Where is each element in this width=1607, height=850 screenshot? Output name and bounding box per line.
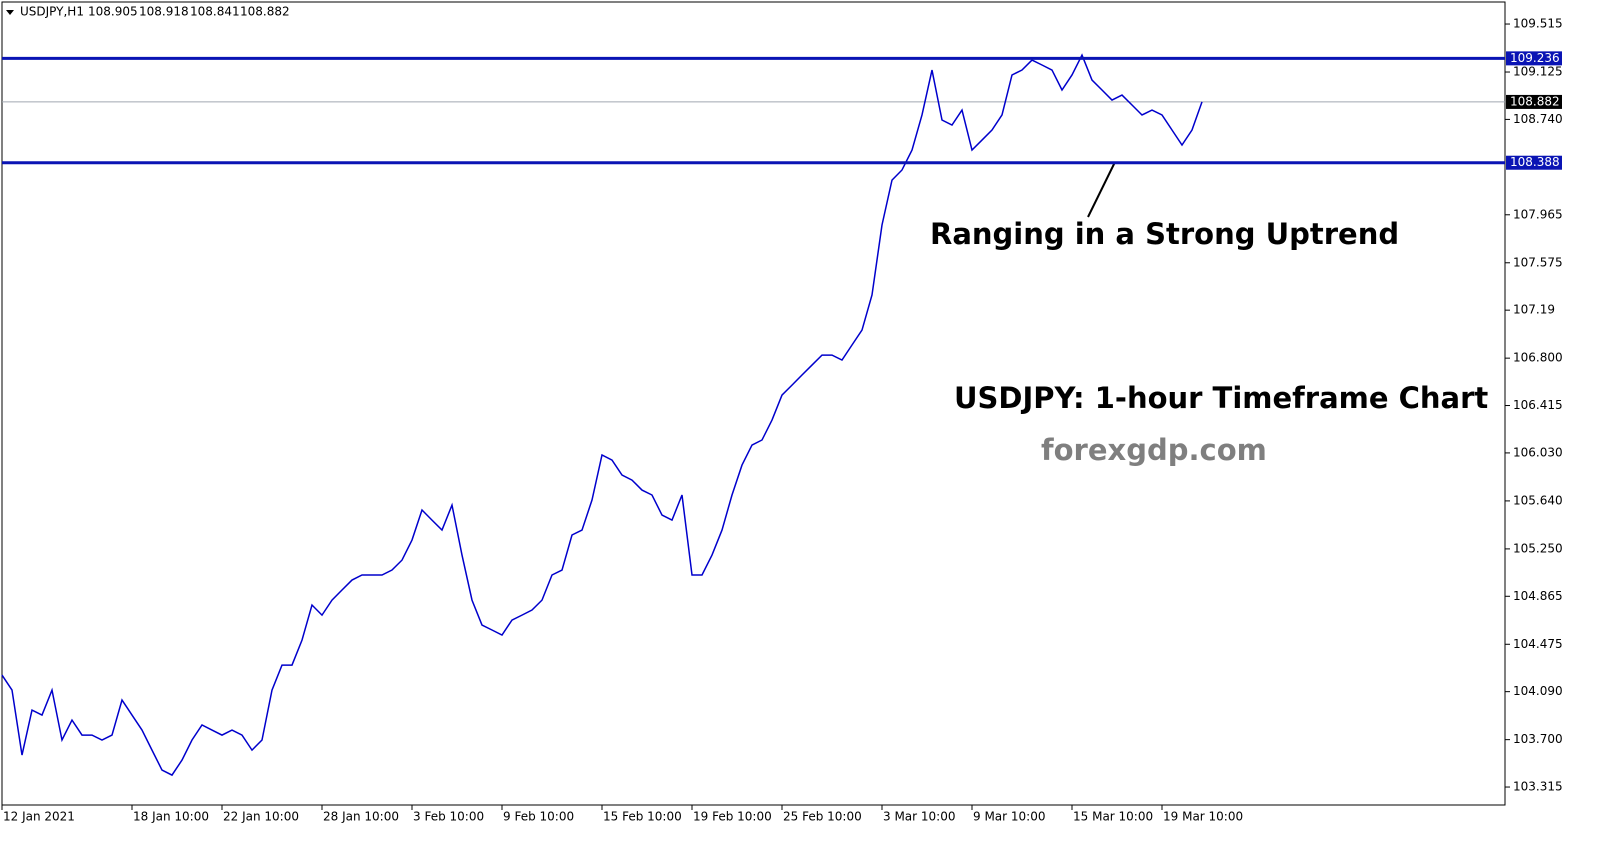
ohlc-close: 108.882 [240,5,290,19]
price-line [1,53,1203,777]
y-tick-label: 103.315 [1513,780,1563,794]
x-tick-label: 18 Jan 10:00 [133,810,209,824]
menu-arrow [6,10,14,15]
y-tick-label: 105.640 [1513,493,1563,507]
y-tick-label: 106.415 [1513,398,1563,412]
x-tick-label: 19 Feb 10:00 [693,810,772,824]
level-label: 108.388 [1510,155,1560,169]
x-tick-label: 3 Mar 10:00 [883,810,956,824]
x-tick-label: 9 Feb 10:00 [503,810,574,824]
y-tick-label: 105.250 [1513,541,1563,555]
x-tick-label: 25 Feb 10:00 [783,810,862,824]
y-tick-label: 103.700 [1513,732,1563,746]
current-price-label: 108.882 [1510,94,1560,108]
y-tick-label: 107.965 [1513,207,1563,221]
x-tick-label: 28 Jan 10:00 [323,810,399,824]
level-box [1506,155,1562,170]
y-tick-label: 104.475 [1513,637,1563,651]
x-tick-label: 12 Jan 2021 [3,810,75,824]
y-tick-label: 109.515 [1513,17,1563,31]
x-tick-label: 3 Feb 10:00 [413,810,484,824]
x-tick-label: 22 Jan 10:00 [223,810,299,824]
annotation: USDJPY: 1-hour Timeframe Chart [954,381,1488,415]
current-price-box [1506,94,1562,109]
ohlc-high: 108.918 [139,5,189,19]
annotation: Ranging in a Strong Uptrend [930,217,1399,251]
x-tick-label: 9 Mar 10:00 [973,810,1046,824]
y-tick-label: 109.125 [1513,65,1563,79]
x-tick-label: 15 Mar 10:00 [1073,810,1153,824]
plot-frame [1,1,1506,806]
y-tick-label: 108.740 [1513,112,1563,126]
x-tick-label: 19 Mar 10:00 [1163,810,1243,824]
annotation: forexgdp.com [1041,433,1267,467]
x-tick-label: 15 Feb 10:00 [603,810,682,824]
y-tick-label: 104.865 [1513,589,1563,603]
y-tick-label: 106.030 [1513,445,1563,459]
y-tick-label: 107.19 [1513,303,1555,317]
ohlc-low: 108.841 [190,5,240,19]
ohlc-open: 108.905 [88,5,138,19]
level-box [1506,51,1562,66]
y-tick-label: 106.800 [1513,351,1563,365]
symbol: USDJPY,H1 [20,5,84,19]
level-label: 109.236 [1510,51,1560,65]
y-tick-label: 104.090 [1513,684,1563,698]
y-tick-label: 107.575 [1513,255,1563,269]
pointer [1087,161,1116,218]
